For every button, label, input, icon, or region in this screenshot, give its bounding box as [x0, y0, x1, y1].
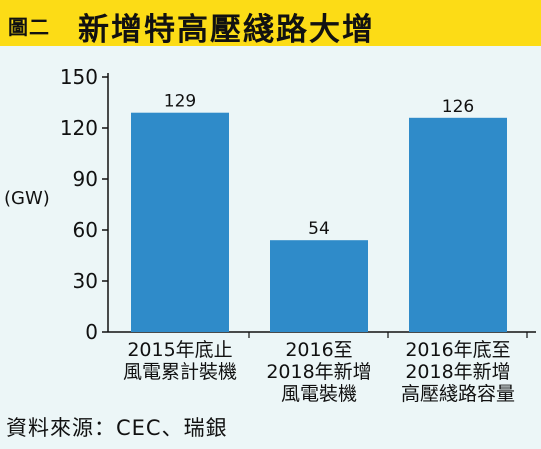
bar-value-label: 129	[164, 92, 196, 112]
category-label: 風電累計裝機	[123, 361, 237, 383]
bar	[270, 240, 368, 332]
chart-title: 新增特高壓綫路大增	[78, 12, 375, 48]
y-tick-label: 120	[60, 116, 98, 140]
source-note: 資料來源：CEC、瑞銀	[6, 416, 228, 440]
y-tick-label: 60	[73, 218, 98, 242]
y-tick-label: 0	[85, 320, 98, 344]
figure-label: 圖二	[8, 15, 50, 39]
y-tick-label: 30	[73, 269, 98, 293]
bar-value-label: 54	[308, 219, 330, 239]
y-tick-label: 150	[60, 65, 98, 89]
category-label: 2016年底至	[405, 339, 510, 361]
title-band: 圖二 新增特高壓綫路大增	[0, 0, 541, 48]
bar	[409, 117, 507, 332]
category-label: 2016至	[285, 339, 352, 361]
y-tick-label: 90	[73, 167, 98, 191]
bar-value-label: 126	[442, 97, 474, 117]
y-axis-unit-label: (GW)	[4, 188, 50, 209]
category-label: 2018年新增	[266, 361, 371, 383]
category-label: 2015年底止	[127, 339, 232, 361]
category-label: 風電裝機	[281, 383, 357, 405]
category-label: 2018年新增	[405, 361, 510, 383]
category-label: 高壓綫路容量	[401, 383, 515, 405]
bar	[131, 112, 229, 332]
